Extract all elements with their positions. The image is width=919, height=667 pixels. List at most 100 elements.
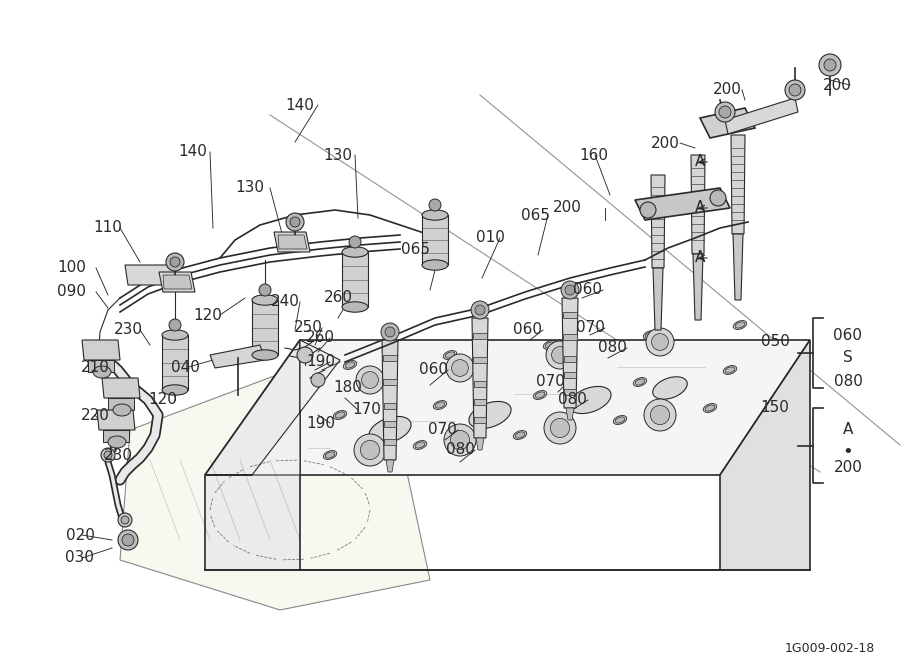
Circle shape: [446, 354, 474, 382]
Polygon shape: [566, 408, 574, 420]
Polygon shape: [651, 175, 665, 268]
Text: 210: 210: [81, 360, 109, 376]
Polygon shape: [159, 272, 195, 292]
Polygon shape: [163, 275, 192, 289]
Text: 010: 010: [475, 231, 505, 245]
Circle shape: [651, 406, 670, 425]
Text: 080: 080: [558, 392, 586, 408]
Polygon shape: [474, 417, 486, 423]
Text: 060: 060: [573, 283, 603, 297]
Polygon shape: [476, 438, 484, 450]
Ellipse shape: [346, 362, 355, 368]
Ellipse shape: [469, 402, 511, 429]
Text: 130: 130: [323, 147, 353, 163]
Polygon shape: [205, 340, 340, 475]
Polygon shape: [274, 232, 310, 252]
Circle shape: [361, 372, 379, 388]
Polygon shape: [386, 460, 394, 472]
Circle shape: [450, 430, 470, 450]
Circle shape: [121, 516, 129, 524]
Text: 1G009-002-18: 1G009-002-18: [785, 642, 875, 654]
Ellipse shape: [422, 210, 448, 220]
Polygon shape: [342, 252, 368, 307]
Circle shape: [551, 347, 568, 364]
Circle shape: [451, 360, 469, 376]
Ellipse shape: [342, 247, 368, 257]
Polygon shape: [384, 403, 396, 409]
Polygon shape: [563, 311, 577, 317]
Ellipse shape: [723, 366, 737, 374]
Polygon shape: [103, 430, 129, 442]
Polygon shape: [205, 340, 810, 475]
Text: 170: 170: [353, 402, 381, 418]
Polygon shape: [635, 188, 730, 220]
Text: 200: 200: [552, 201, 582, 215]
Ellipse shape: [342, 301, 368, 312]
Text: 160: 160: [580, 147, 608, 163]
Text: A: A: [695, 155, 705, 169]
Ellipse shape: [652, 377, 687, 400]
Text: 100: 100: [58, 261, 86, 275]
Ellipse shape: [533, 391, 547, 400]
Text: 130: 130: [235, 181, 265, 195]
Ellipse shape: [113, 404, 131, 416]
Circle shape: [475, 305, 485, 315]
Text: 060: 060: [514, 323, 542, 338]
Polygon shape: [384, 421, 396, 427]
Polygon shape: [97, 410, 135, 430]
Circle shape: [259, 284, 271, 296]
Text: 220: 220: [81, 408, 109, 422]
Circle shape: [565, 285, 575, 295]
Polygon shape: [564, 388, 576, 394]
Ellipse shape: [613, 416, 627, 424]
Ellipse shape: [162, 329, 188, 340]
Text: 190: 190: [307, 416, 335, 430]
Circle shape: [104, 451, 112, 459]
Ellipse shape: [643, 331, 657, 340]
Text: 120: 120: [149, 392, 177, 408]
Ellipse shape: [415, 442, 425, 448]
Ellipse shape: [703, 404, 717, 412]
Polygon shape: [691, 155, 705, 254]
Ellipse shape: [162, 385, 188, 396]
Circle shape: [170, 257, 180, 267]
Ellipse shape: [535, 392, 545, 398]
Text: 060: 060: [834, 327, 863, 342]
Polygon shape: [564, 356, 576, 362]
Text: 240: 240: [270, 295, 300, 309]
Text: A: A: [695, 201, 705, 215]
Ellipse shape: [433, 401, 447, 410]
Circle shape: [719, 106, 731, 118]
Ellipse shape: [635, 379, 645, 385]
Polygon shape: [563, 334, 577, 340]
Circle shape: [118, 513, 132, 527]
Text: 050: 050: [761, 334, 789, 350]
Text: 065: 065: [401, 243, 429, 257]
Ellipse shape: [514, 430, 527, 440]
Circle shape: [290, 217, 300, 227]
Polygon shape: [205, 340, 300, 570]
Polygon shape: [733, 234, 743, 300]
Ellipse shape: [735, 322, 744, 328]
Polygon shape: [720, 340, 810, 570]
Polygon shape: [102, 378, 140, 398]
Circle shape: [652, 334, 668, 350]
Polygon shape: [653, 268, 663, 330]
Polygon shape: [162, 335, 188, 390]
Circle shape: [311, 373, 325, 387]
Circle shape: [349, 236, 361, 248]
Text: 190: 190: [307, 354, 335, 370]
Ellipse shape: [543, 341, 557, 350]
Circle shape: [715, 102, 735, 122]
Polygon shape: [474, 399, 486, 405]
Polygon shape: [278, 235, 307, 249]
Circle shape: [166, 253, 184, 271]
Polygon shape: [82, 340, 120, 360]
Circle shape: [286, 213, 304, 231]
Circle shape: [101, 448, 115, 462]
Polygon shape: [88, 360, 114, 372]
Text: 110: 110: [94, 221, 122, 235]
Ellipse shape: [252, 350, 278, 360]
Text: 030: 030: [65, 550, 95, 566]
Circle shape: [297, 347, 313, 363]
